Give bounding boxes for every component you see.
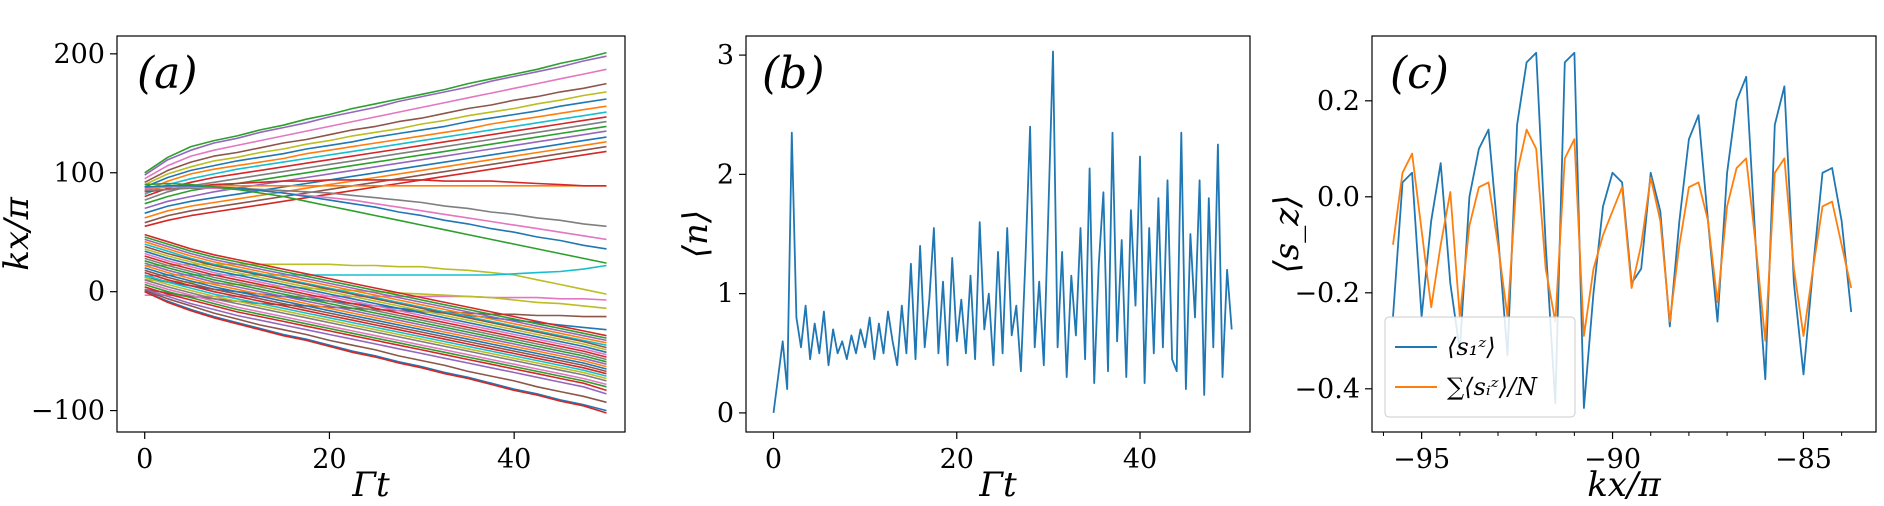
- panel-c-ylabel: ⟨s_z⟩: [1267, 195, 1307, 274]
- panel-b: 0 20 40 0 1 2 3 (b) Γt ⟨n⟩: [676, 35, 1251, 505]
- series-line: [144, 150, 607, 228]
- panel-a: 0 20 40 −100 0 100 200 (a) Γt kx/π: [0, 35, 626, 505]
- y-tick-label: 0: [717, 398, 734, 429]
- series-line: [772, 50, 1233, 414]
- series-line: [144, 279, 607, 382]
- series-line: [144, 82, 607, 184]
- legend-label-mean-sz: ∑⟨sᵢᶻ⟩/N: [1447, 373, 1538, 401]
- series-line: [144, 185, 607, 191]
- panel-c-label: (c): [1390, 48, 1449, 99]
- x-tick-label: 40: [497, 444, 531, 475]
- series-line: [144, 179, 607, 193]
- panel-c-legend: ⟨s₁ᶻ⟩ ∑⟨sᵢᶻ⟩/N: [1384, 316, 1576, 418]
- panel-c-series: [1392, 51, 1853, 409]
- series-line: [144, 130, 607, 210]
- series-line: [144, 98, 607, 188]
- y-tick-label: 0.2: [1317, 86, 1360, 117]
- panel-a-ylabel: kx/π: [0, 197, 37, 271]
- series-line: [144, 269, 607, 373]
- series-line: [144, 120, 607, 201]
- series-line: [144, 274, 607, 377]
- y-tick-label: 3: [717, 40, 734, 71]
- panel-b-series: [772, 50, 1233, 414]
- series-line: [144, 286, 607, 392]
- series-line: [144, 141, 607, 219]
- series-line: [144, 186, 607, 241]
- series-line: [144, 271, 607, 375]
- series-line: [144, 105, 607, 192]
- series-line: [144, 267, 607, 370]
- legend-box: [1384, 316, 1576, 418]
- panel-c-xlabel: kx/π: [1587, 465, 1661, 505]
- panel-c-ticks: −95 −90 −85 −0.4 −0.2 0.0 0.2: [1294, 86, 1843, 475]
- series-line: [144, 289, 607, 404]
- series-line: [144, 68, 607, 180]
- y-tick-label: 200: [53, 39, 105, 70]
- panel-b-ylabel: ⟨n⟩: [676, 210, 716, 258]
- panel-b-xlabel: Γt: [978, 465, 1017, 505]
- series-line: [144, 260, 607, 363]
- series-line: [144, 283, 607, 388]
- series-line: [144, 145, 607, 224]
- series-line: [144, 255, 607, 358]
- series-line: [144, 264, 607, 368]
- series-line: [144, 51, 607, 174]
- series-line: [144, 250, 607, 354]
- y-tick-label: 0.0: [1317, 182, 1360, 213]
- x-tick-label: −90: [1584, 444, 1641, 475]
- series-line: [144, 116, 607, 198]
- x-tick-label: 20: [940, 444, 974, 475]
- panel-c-axes-frame: [1371, 35, 1877, 433]
- x-tick-label: −85: [1775, 444, 1832, 475]
- series-line: [144, 288, 607, 395]
- series-line: [144, 245, 607, 349]
- y-tick-label: 1: [717, 279, 734, 310]
- series-line: [144, 111, 607, 195]
- y-tick-label: 0: [88, 277, 105, 308]
- panel-a-label: (a): [137, 48, 198, 99]
- x-tick-label: 20: [312, 444, 346, 475]
- series-line: [144, 257, 607, 361]
- series-line: [144, 290, 607, 414]
- panel-a-axes-frame: [116, 35, 626, 433]
- series-line: [144, 55, 607, 176]
- series-line: [144, 252, 607, 356]
- series-line: [144, 276, 607, 380]
- panel-a-ticks: 0 20 40 −100 0 100 200: [31, 39, 532, 475]
- panel-b-ticks: 0 20 40 0 1 2 3: [717, 40, 1157, 475]
- x-tick-label: −95: [1393, 444, 1450, 475]
- series-line: [144, 233, 607, 337]
- panel-b-axes-frame: [745, 35, 1251, 433]
- panel-c: −95 −90 −85 −0.4 −0.2 0.0 0.2 (c) kx/π ⟨s_z⟩ ⟨…: [1267, 35, 1877, 505]
- x-tick-label: 0: [136, 444, 153, 475]
- series-line: [144, 136, 607, 214]
- x-tick-label: 0: [765, 444, 782, 475]
- y-tick-label: −0.4: [1294, 374, 1360, 405]
- panel-b-label: (b): [762, 48, 825, 99]
- x-tick-label: 40: [1123, 444, 1157, 475]
- legend-label-s1z: ⟨s₁ᶻ⟩: [1447, 333, 1496, 361]
- series-line: [144, 243, 607, 346]
- series-line: [1392, 51, 1853, 409]
- series-line: [144, 262, 607, 365]
- series-line: [1392, 128, 1853, 342]
- y-tick-label: −0.2: [1294, 278, 1360, 309]
- y-tick-label: 2: [717, 159, 734, 190]
- series-line: [144, 182, 607, 264]
- series-line: [144, 236, 607, 339]
- panel-a-series: [144, 51, 607, 414]
- series-line: [144, 281, 607, 386]
- series-line: [144, 240, 607, 344]
- series-line: [144, 238, 607, 342]
- y-tick-label: 100: [53, 158, 105, 189]
- panel-a-xlabel: Γt: [351, 465, 390, 505]
- series-line: [144, 248, 607, 351]
- series-line: [144, 91, 607, 186]
- series-line: [144, 290, 607, 412]
- y-tick-label: −100: [31, 396, 105, 427]
